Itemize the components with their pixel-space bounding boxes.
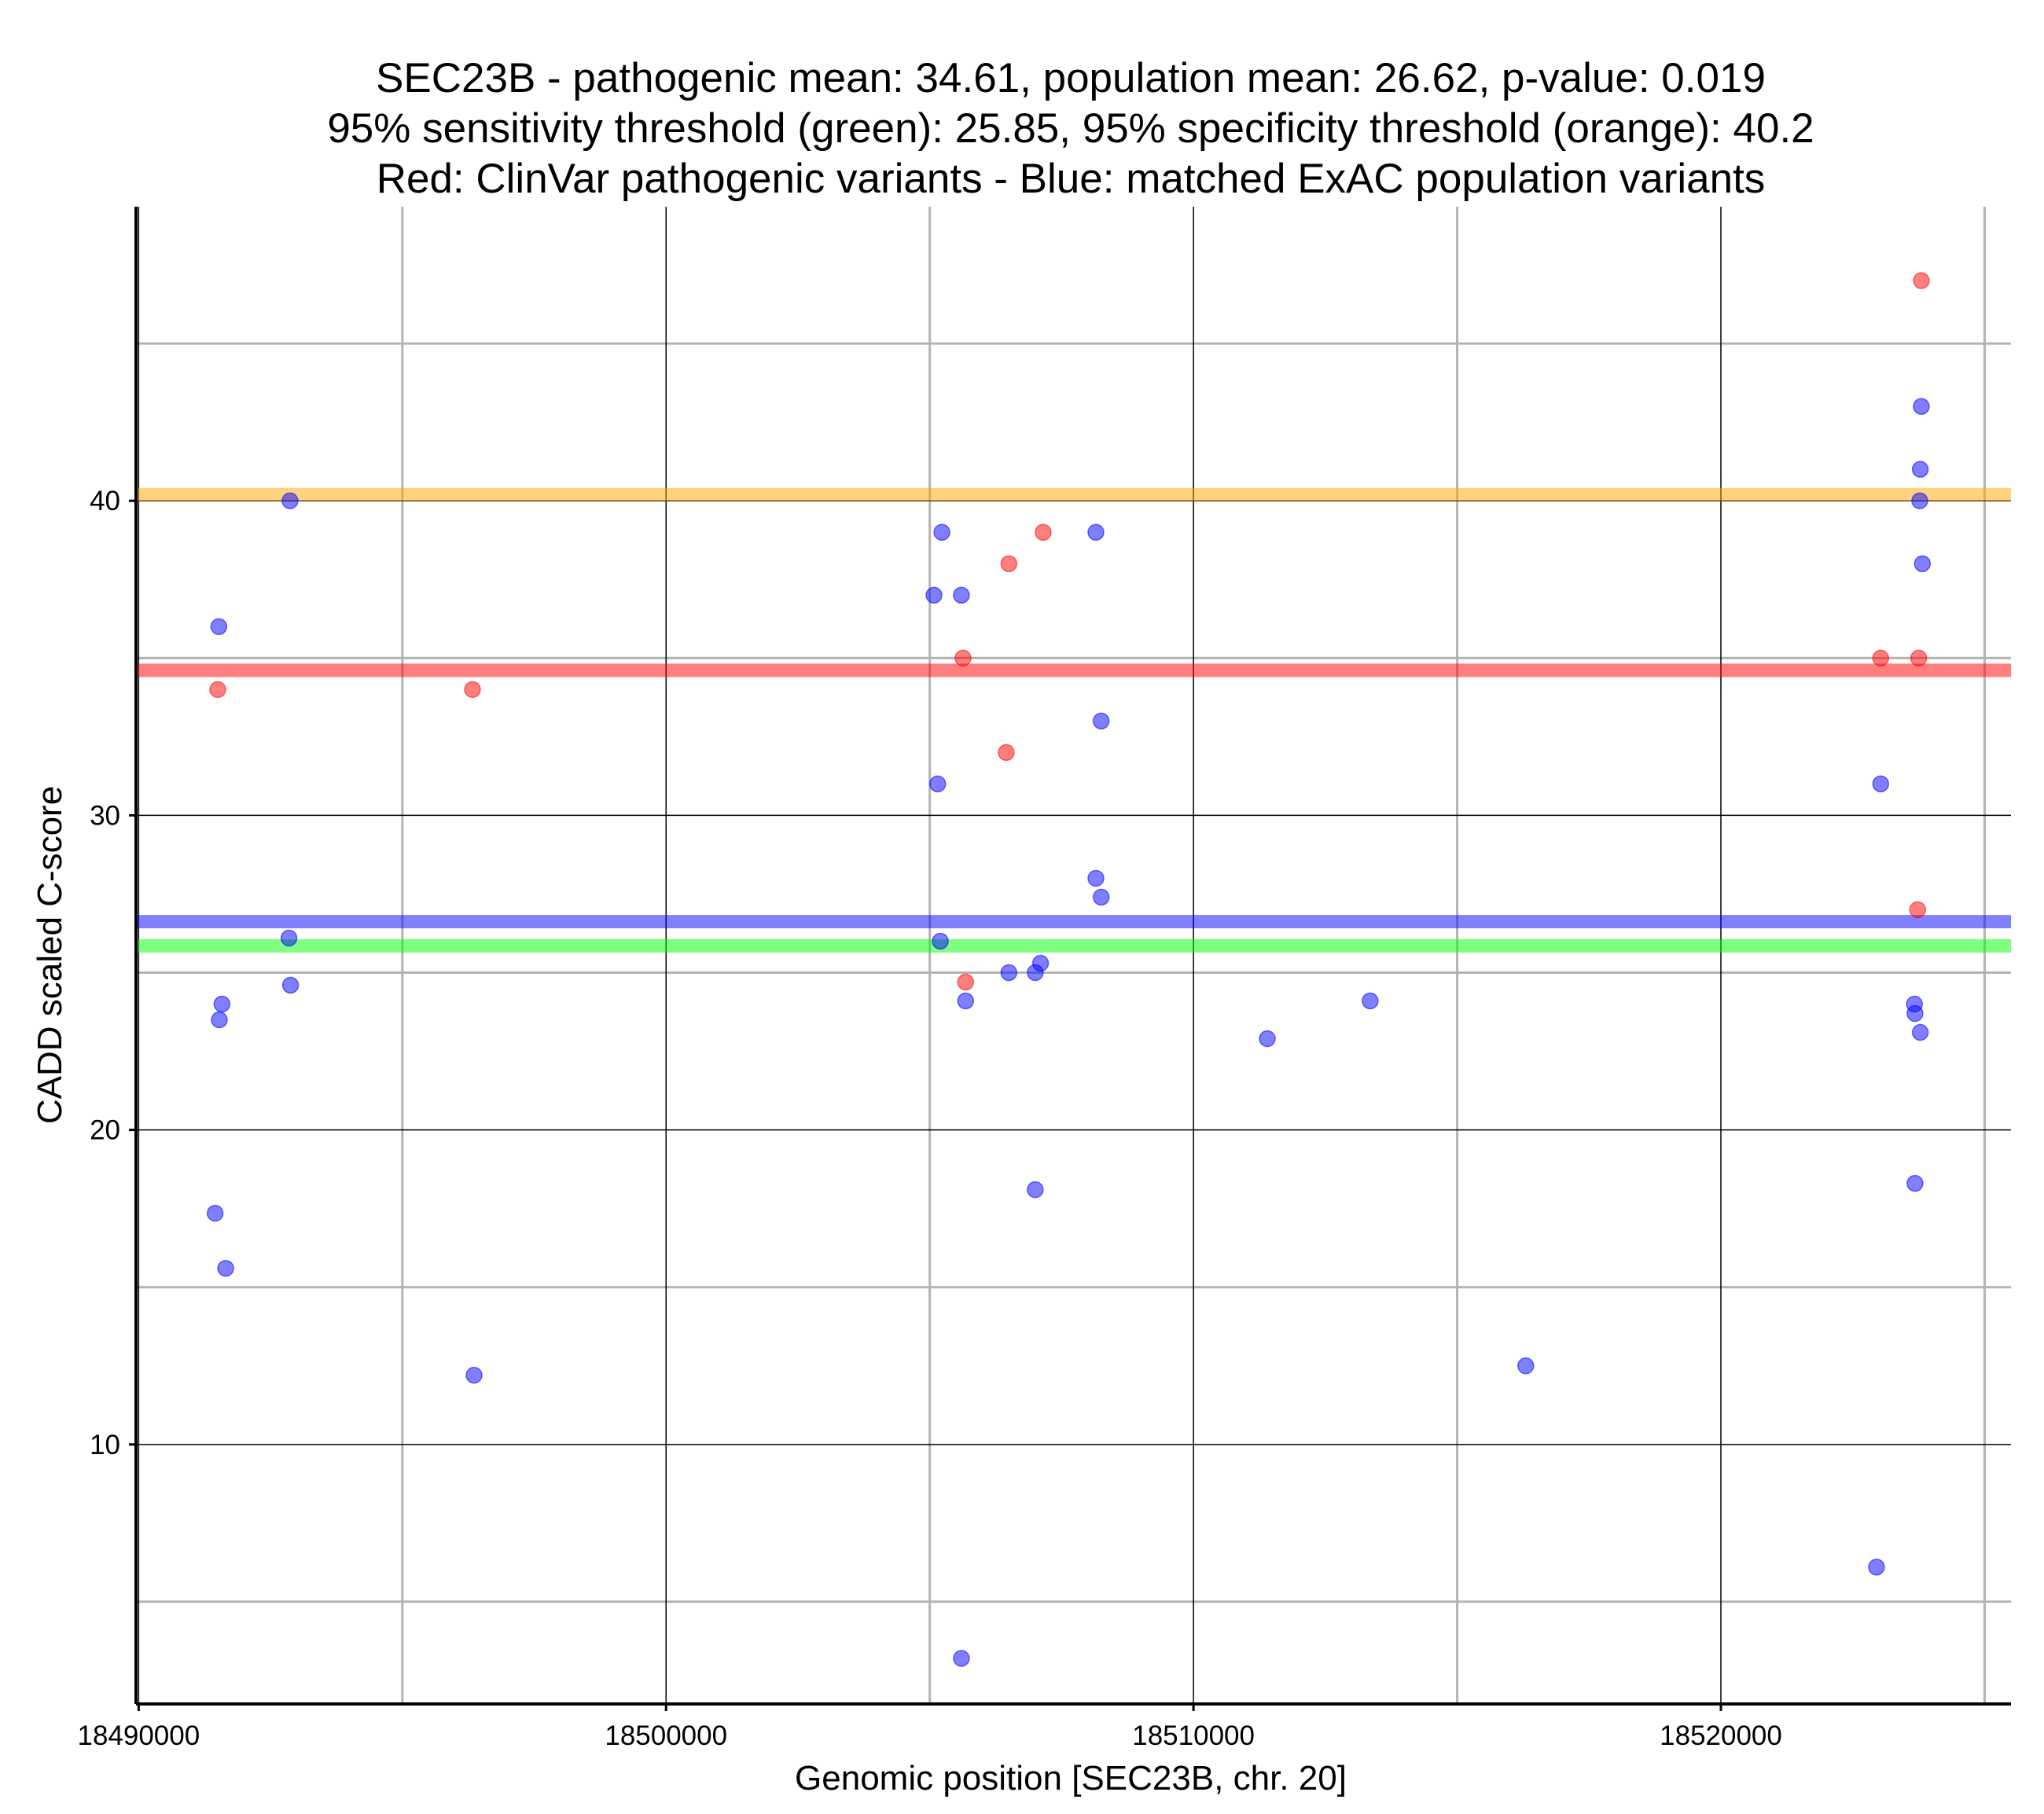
- population-variant-point: [1087, 869, 1105, 887]
- population-variant-point: [465, 1367, 483, 1384]
- population-variant-point: [1027, 1181, 1044, 1199]
- pathogenic-variant-point: [1910, 649, 1928, 667]
- population-variant-point: [210, 618, 228, 636]
- population-variant-point: [1913, 555, 1932, 572]
- population-variant-point: [1911, 492, 1928, 509]
- population-variant-point: [1000, 964, 1018, 982]
- population-variant-point: [206, 1204, 224, 1222]
- population-variant-point: [1031, 954, 1050, 972]
- population-variant-point: [1872, 775, 1890, 793]
- population-variant-point: [281, 976, 300, 994]
- pathogenic-variant-point: [1909, 901, 1927, 919]
- x-tick-label: 18490000: [77, 1720, 200, 1751]
- population-variant-point: [1868, 1559, 1885, 1576]
- population-variant-point: [953, 586, 970, 604]
- y-tick-label: 10: [90, 1430, 120, 1460]
- points-layer: [206, 272, 1932, 1667]
- pathogenic-variant-point: [1035, 523, 1052, 541]
- y-tick-label: 20: [90, 1115, 120, 1146]
- x-axis-label: Genomic position [SEC23B, chr. 20]: [795, 1759, 1347, 1797]
- pathogenic-variant-point: [954, 649, 972, 667]
- x-tick-label: 18510000: [1132, 1720, 1255, 1751]
- y-axis-label: CADD scaled C-score: [31, 786, 69, 1124]
- population-variant-point: [932, 932, 949, 950]
- population-variant-point: [281, 492, 299, 509]
- population-variant-point: [1517, 1357, 1535, 1375]
- population-variant-point: [957, 992, 975, 1010]
- pathogenic-variant-point: [464, 681, 481, 699]
- axes-layer: [134, 207, 2011, 1706]
- population-variant-point: [1259, 1030, 1276, 1048]
- title-line-2: 95% sensitivity threshold (green): 25.85…: [327, 105, 1814, 152]
- population-variant-point: [217, 1259, 234, 1277]
- population-variant-point: [1087, 523, 1105, 541]
- pathogenic-variant-point: [1872, 649, 1890, 667]
- grid-layer: [136, 207, 2011, 1704]
- population-variant-point: [211, 1011, 228, 1029]
- population-variant-point: [1906, 1004, 1924, 1023]
- population-variant-point: [1913, 398, 1930, 415]
- chart-title: SEC23B - pathogenic mean: 34.61, populat…: [327, 55, 1814, 202]
- population-variant-point: [925, 586, 943, 604]
- population-variant-point: [1362, 992, 1379, 1010]
- population-variant-point: [1911, 461, 1929, 478]
- population-variant-point: [1906, 1174, 1924, 1192]
- population-variant-point: [928, 775, 947, 793]
- reference-lines-layer: [136, 487, 2011, 953]
- population-variant-point: [1092, 888, 1110, 906]
- pathogenic-variant-point: [1913, 272, 1930, 289]
- x-tick-label: 18500000: [605, 1720, 727, 1751]
- x-tick-label: 18520000: [1660, 1720, 1782, 1751]
- population-variant-point: [1911, 1023, 1929, 1041]
- population-variant-point: [1092, 712, 1110, 730]
- y-tick-label: 30: [90, 800, 120, 831]
- pathogenic-variant-point: [1000, 555, 1018, 572]
- pathogenic-variant-point: [998, 744, 1015, 762]
- population-variant-point: [280, 929, 298, 947]
- population-variant-point: [213, 995, 231, 1013]
- ticks-layer: 18490000 18500000 18510000 18520000 10 20 30 40: [77, 486, 1781, 1751]
- pathogenic-variant-point: [209, 681, 226, 699]
- population-variant-point: [953, 1650, 970, 1667]
- population-variant-point: [933, 523, 950, 541]
- title-line-1: SEC23B - pathogenic mean: 34.61, populat…: [376, 55, 1766, 101]
- pathogenic-variant-point: [957, 973, 975, 991]
- title-line-3: Red: ClinVar pathogenic variants - Blue:…: [377, 156, 1766, 202]
- y-tick-label: 40: [90, 486, 120, 516]
